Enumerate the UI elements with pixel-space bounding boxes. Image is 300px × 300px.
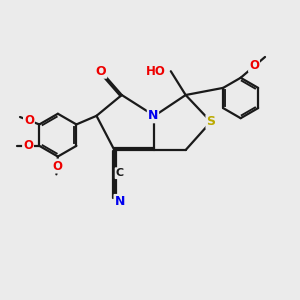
- Text: N: N: [148, 109, 158, 122]
- Text: C: C: [116, 168, 124, 178]
- Text: HO: HO: [146, 65, 166, 78]
- Text: N: N: [115, 195, 125, 208]
- Text: S: S: [206, 115, 215, 128]
- Text: O: O: [23, 139, 33, 152]
- Text: O: O: [24, 114, 34, 127]
- Text: O: O: [249, 59, 259, 72]
- Text: O: O: [52, 160, 62, 172]
- Text: O: O: [96, 65, 106, 78]
